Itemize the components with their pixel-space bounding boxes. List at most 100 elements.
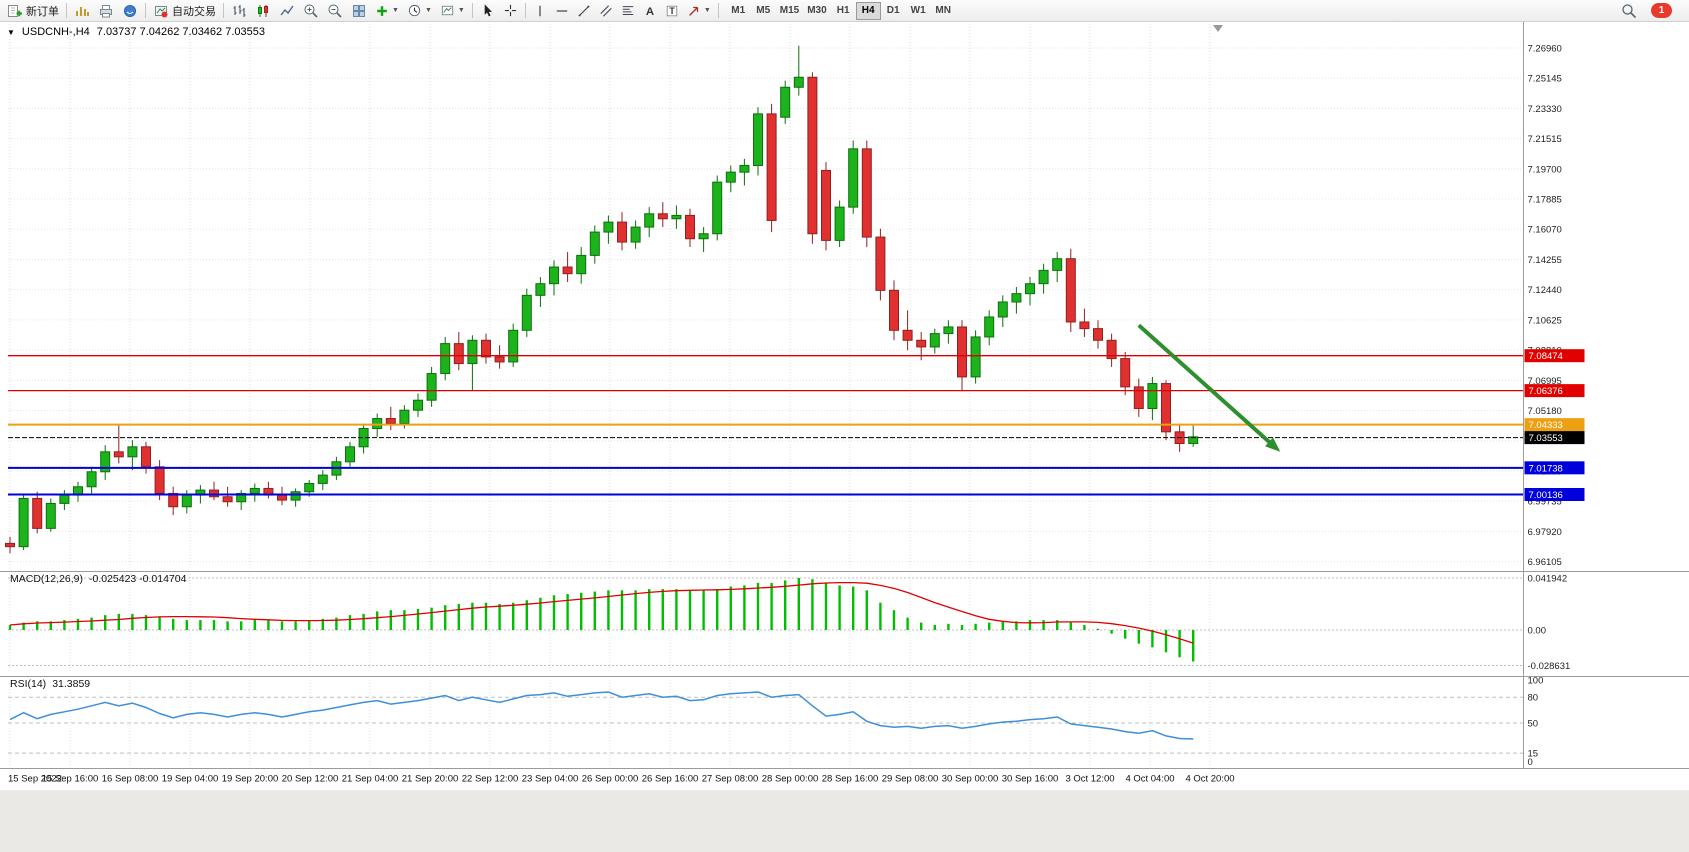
price-axis-label: 7.26960	[1528, 43, 1562, 54]
candle	[304, 482, 315, 493]
timeframe-button-M5[interactable]: M5	[751, 2, 776, 20]
line-chart-button[interactable]	[275, 1, 299, 21]
new-chart-button[interactable]	[70, 1, 94, 21]
separator	[471, 3, 473, 18]
rsi-axis-label: 0	[1528, 757, 1533, 768]
auto-trading-button[interactable]: 自动交易	[149, 1, 220, 21]
text-icon: A	[643, 4, 657, 18]
zoom-in-icon	[303, 3, 319, 19]
candle	[1161, 383, 1171, 433]
time-axis-label: 4 Oct 04:00	[1125, 774, 1174, 785]
tile-windows-icon	[351, 3, 367, 19]
symbol-period-label: USDCNH-,H4	[21, 26, 90, 38]
crosshair-button[interactable]	[499, 1, 522, 21]
period-button[interactable]: ▼	[403, 1, 436, 21]
timeframe-button-W1[interactable]: W1	[906, 2, 931, 20]
candle	[1133, 386, 1144, 410]
rsi-label: RSI(14) 31.3859	[10, 678, 90, 690]
horizontal-line-button[interactable]	[551, 1, 573, 21]
price-axis: 7.19700	[1528, 164, 1562, 175]
trendline-button[interactable]	[573, 1, 595, 21]
toolbar: 新订单 自动交易	[0, 0, 1689, 22]
candlestick-chart-button[interactable]	[251, 1, 275, 21]
candle	[1120, 358, 1131, 388]
profile-button[interactable]	[118, 1, 142, 21]
candle	[589, 231, 600, 256]
candle	[889, 289, 899, 331]
time-axis-label: 19 Sep 20:00	[222, 774, 279, 785]
print-button[interactable]	[94, 1, 118, 21]
bar-chart-button[interactable]	[227, 1, 251, 21]
candle	[970, 336, 981, 378]
macd-label: MACD(12,26,9) -0.025423 -0.014704	[10, 573, 186, 585]
new-order-label: 新订单	[26, 5, 59, 18]
profile-icon	[122, 3, 138, 19]
rsi-line	[9, 691, 1194, 740]
text-label-button[interactable]: T	[661, 1, 683, 21]
timeframe-button-M1[interactable]: M1	[726, 2, 751, 20]
zoom-out-button[interactable]	[323, 1, 347, 21]
candle	[753, 113, 763, 166]
candle	[372, 418, 383, 430]
symbol-dropdown-icon[interactable]: ▼	[7, 27, 15, 37]
zoom-in-button[interactable]	[299, 1, 323, 21]
price-axis: 7.16070	[1528, 225, 1562, 236]
candle	[739, 164, 750, 173]
candle	[453, 343, 464, 365]
candle	[725, 171, 736, 183]
candle	[385, 418, 396, 425]
candle	[875, 236, 886, 291]
candle	[957, 326, 967, 378]
timeframe-button-M15[interactable]: M15	[776, 2, 803, 20]
separator	[223, 3, 224, 18]
time-axis-label: 23 Sep 04:00	[522, 774, 579, 785]
text-button[interactable]: A	[639, 1, 661, 21]
price-axis: 6.97920	[1528, 527, 1562, 538]
channel-icon	[599, 4, 613, 18]
timeframe-button-D1[interactable]: D1	[881, 2, 906, 20]
search-button[interactable]	[1617, 1, 1641, 21]
channel-button[interactable]	[595, 1, 617, 21]
text-label-icon: T	[665, 4, 679, 18]
candle	[32, 497, 43, 529]
rsi-axis-label: 50	[1528, 719, 1539, 730]
separator	[717, 3, 719, 18]
vertical-line-button[interactable]	[529, 1, 551, 21]
timeframe-button-MN[interactable]: MN	[931, 2, 956, 20]
candle	[1079, 321, 1090, 330]
rsi-value: 31.3859	[52, 678, 91, 690]
candle	[440, 343, 451, 375]
arrows-button[interactable]: ▼	[683, 1, 715, 21]
candle	[807, 76, 818, 235]
chevron-down-icon: ▼	[392, 7, 399, 14]
templates-button[interactable]: ▼	[436, 1, 469, 21]
vertical-line-icon	[533, 4, 547, 18]
time-axis-label: 16 Sep 08:00	[102, 774, 159, 785]
auto-trading-label: 自动交易	[172, 5, 216, 18]
fibonacci-icon	[621, 4, 635, 18]
time-axis-label: 19 Sep 04:00	[162, 774, 219, 785]
time-axis-label: 30 Sep 00:00	[942, 774, 999, 785]
timeframe-button-H1[interactable]: H1	[831, 2, 856, 20]
timeframe-button-H4[interactable]: H4	[855, 1, 881, 20]
candlestick-chart-icon	[255, 3, 271, 19]
tile-windows-button[interactable]	[347, 1, 371, 21]
candle	[1147, 383, 1158, 410]
notification-badge[interactable]: 1	[1651, 3, 1672, 18]
cursor-button[interactable]	[476, 1, 499, 21]
fibonacci-button[interactable]	[617, 1, 639, 21]
timeframe-button-M30[interactable]: M30	[803, 2, 830, 20]
new-order-button[interactable]: 新订单	[3, 1, 63, 21]
toolbar-right: 1	[1617, 1, 1686, 21]
candle	[1038, 269, 1049, 285]
price-badge	[1524, 431, 1585, 445]
crosshair-icon	[503, 3, 518, 18]
candle	[834, 206, 845, 241]
candle	[168, 492, 179, 508]
price-axis: 7.14255	[1528, 255, 1562, 266]
candle	[535, 283, 546, 296]
price-axis-label: 7.19700	[1528, 164, 1562, 175]
chevron-down-icon: ▼	[424, 7, 432, 14]
indicators-button[interactable]: ▼	[371, 1, 403, 21]
